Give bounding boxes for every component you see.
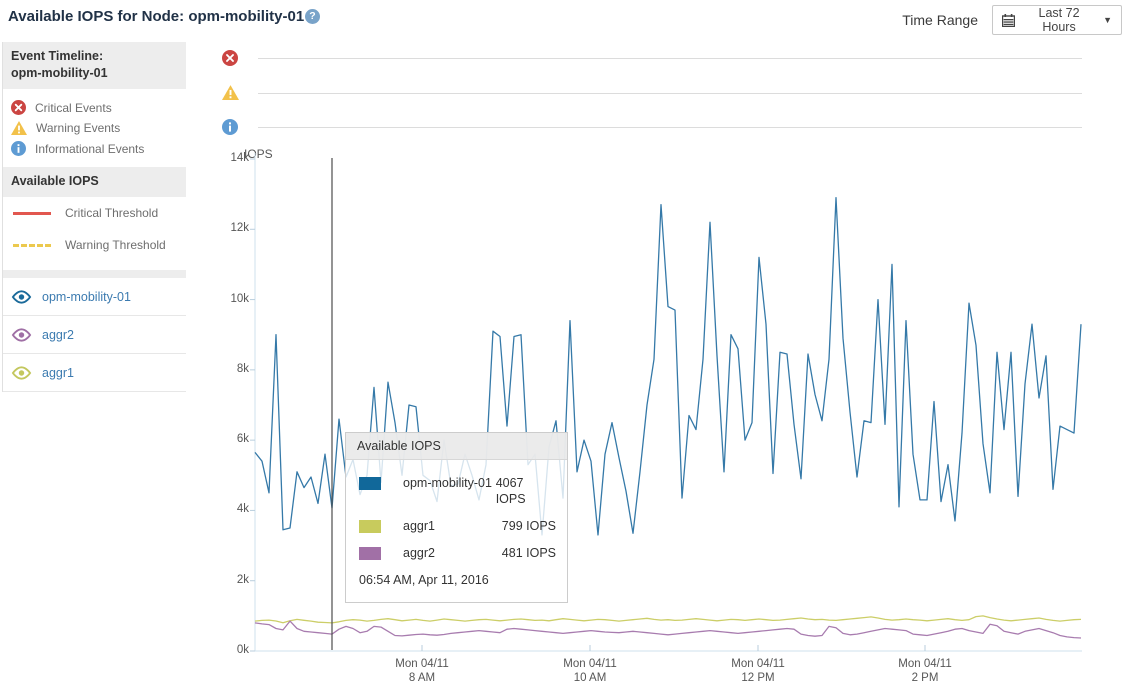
- calendar-icon: [1002, 13, 1015, 27]
- series-line-opm-mobility-01: [254, 197, 1082, 536]
- series-toggle-aggr1[interactable]: aggr1: [3, 354, 186, 392]
- info-circle-icon: [11, 141, 26, 156]
- series-toggle-opm-mobility-01[interactable]: opm-mobility-01: [3, 278, 186, 316]
- y-tick-label: 12k: [230, 222, 249, 235]
- series-line-aggr2: [254, 620, 1082, 639]
- tooltip-timestamp: 06:54 AM, Apr 11, 2016: [359, 573, 489, 587]
- time-range-dropdown[interactable]: Last 72 Hours ▼: [992, 5, 1122, 35]
- tooltip-row-aggr1: aggr1 799 IOPS: [359, 518, 556, 534]
- legend-item-critical-events: Critical Events: [3, 97, 186, 118]
- informational-events-track-icon: [222, 119, 238, 140]
- series-swatch: [359, 477, 381, 490]
- available-iops-header: Available IOPS: [3, 167, 186, 197]
- y-tick-label: 2k: [236, 573, 249, 586]
- y-tick-label: 14k: [230, 152, 249, 164]
- y-tick-label: 4k: [236, 503, 249, 516]
- page-title: Available IOPS for Node: opm-mobility-01: [8, 8, 305, 25]
- y-tick-label: 6k: [236, 433, 249, 446]
- tooltip-title: Available IOPS: [346, 433, 567, 460]
- informational-events-track-line: [258, 127, 1082, 128]
- legend-item-warning-events: Warning Events: [3, 118, 186, 138]
- eye-icon: [11, 365, 32, 380]
- series-swatch: [359, 520, 381, 533]
- warning-threshold-line-swatch: [13, 243, 51, 247]
- y-tick-label: 0k: [236, 644, 249, 656]
- x-tick-label: Mon 04/11 12 PM: [731, 658, 785, 684]
- time-range-value: Last 72 Hours: [1038, 6, 1080, 34]
- x-tick-label: Mon 04/11 2 PM: [898, 658, 952, 684]
- critical-events-track-line: [258, 58, 1082, 59]
- x-tick-label: Mon 04/11 10 AM: [563, 658, 617, 684]
- time-range-label: Time Range: [902, 12, 978, 28]
- y-tick-label: 10k: [230, 292, 249, 305]
- chevron-down-icon: ▼: [1103, 15, 1112, 25]
- legend-item-warning-threshold: Warning Threshold: [3, 229, 186, 261]
- series-swatch: [359, 547, 381, 560]
- help-icon[interactable]: ?: [305, 9, 320, 24]
- critical-circle-x-icon: [11, 100, 26, 115]
- eye-icon: [11, 327, 32, 342]
- warning-events-track-line: [258, 93, 1082, 94]
- legend-item-informational-events: Informational Events: [3, 138, 186, 159]
- sidebar-divider: [3, 270, 186, 278]
- time-range-control: Time Range Last 72 Hours ▼: [902, 5, 1122, 35]
- critical-threshold-line-swatch: [13, 211, 51, 215]
- series-line-aggr1: [254, 615, 1082, 624]
- warning-triangle-icon: [11, 121, 27, 135]
- y-axis-title: IOPS: [244, 147, 273, 161]
- event-legend: Critical Events Warning Events: [3, 89, 186, 161]
- tooltip-row-opm-mobility-01: opm-mobility-01 4067 IOPS: [359, 475, 556, 507]
- series-toggle-aggr2[interactable]: aggr2: [3, 316, 186, 354]
- warning-events-track-icon: [222, 85, 239, 105]
- y-tick-label: 8k: [236, 362, 249, 375]
- chart-tooltip: Available IOPS opm-mobility-01 4067 IOPS…: [345, 432, 568, 603]
- x-tick-label: Mon 04/11 8 AM: [395, 658, 449, 684]
- critical-events-track-icon: [222, 50, 238, 71]
- legend-item-critical-threshold: Critical Threshold: [3, 197, 186, 229]
- tooltip-row-aggr2: aggr2 481 IOPS: [359, 545, 556, 561]
- eye-icon: [11, 289, 32, 304]
- event-timeline-header: Event Timeline: opm-mobility-01: [3, 42, 186, 89]
- legend-sidebar: Event Timeline: opm-mobility-01 Critical…: [2, 42, 186, 392]
